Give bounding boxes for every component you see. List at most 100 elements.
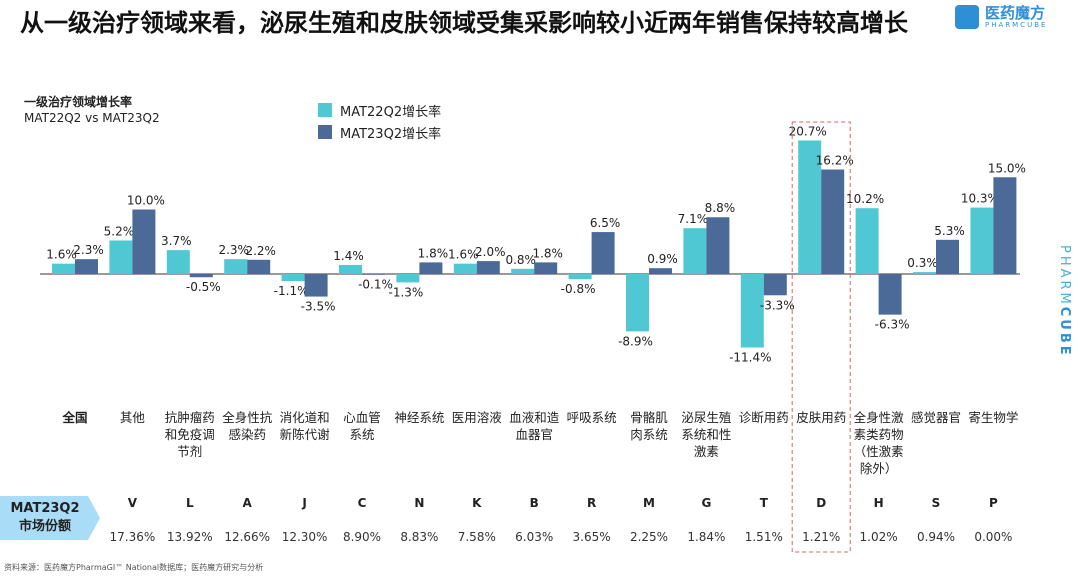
bar-1 <box>396 274 420 283</box>
atc-code: T <box>760 496 769 510</box>
logo: 医药魔方 PHARMCUBE <box>955 5 1047 29</box>
bar-2 <box>247 259 271 274</box>
category-label: 感觉器官 <box>911 410 961 425</box>
bar-2 <box>649 268 672 274</box>
legend-item-2: MAT23Q2增长率 <box>318 121 441 143</box>
market-share: 1.02% <box>860 530 898 544</box>
market-share: 0.00% <box>974 530 1012 544</box>
data-label: 5.3% <box>934 224 965 238</box>
legend-label-2: MAT23Q2增长率 <box>340 126 442 142</box>
data-label: 0.9% <box>647 252 678 266</box>
share-label-line2: 市场份额 <box>18 519 71 534</box>
cube-logo-icon <box>955 5 979 29</box>
data-label: -1.1% <box>274 284 309 298</box>
category-label: 诊断用药 <box>739 410 789 425</box>
data-label: -8.9% <box>618 334 653 348</box>
bar-2 <box>706 217 730 274</box>
bar-2 <box>132 209 156 274</box>
atc-code: N <box>414 496 424 510</box>
legend: MAT22Q2增长率 MAT23Q2增长率 <box>318 99 441 143</box>
bar-1 <box>913 272 936 274</box>
chart-subtitle: 一级治疗领域增长率 MAT22Q2 vs MAT23Q2 <box>24 94 160 126</box>
category-label: 肉系统 <box>630 427 668 442</box>
category-label: 全国 <box>61 410 87 425</box>
data-label: 2.3% <box>73 243 104 257</box>
subtitle-line2: MAT22Q2 vs MAT23Q2 <box>24 111 160 125</box>
side-brand-b: CUBE <box>1057 306 1072 358</box>
legend-swatch-1 <box>318 103 332 117</box>
data-label: 10.2% <box>846 192 884 206</box>
atc-code: R <box>587 496 596 510</box>
bar-2 <box>763 274 787 296</box>
data-label: 1.4% <box>333 249 364 263</box>
page-title: 从一级治疗领域来看，泌尿生殖和皮肤领域受集采影响较小近两年销售保持较高增长 <box>20 9 908 37</box>
market-share: 17.36% <box>110 530 156 544</box>
bar-2 <box>591 232 615 274</box>
category-label: 感染药 <box>228 427 266 442</box>
category-label: 寄生物学 <box>968 410 1018 425</box>
market-share: 8.83% <box>400 530 438 544</box>
bar-2 <box>304 274 328 297</box>
highlight-box <box>791 121 851 553</box>
bar-1 <box>109 240 133 274</box>
market-share: 12.30% <box>282 530 328 544</box>
data-label: 2.2% <box>245 244 276 258</box>
side-brand-a: PHARM <box>1057 245 1072 307</box>
market-share: 1.21% <box>802 530 840 544</box>
data-label: 1.8% <box>532 246 563 260</box>
bar-1 <box>166 250 190 274</box>
subtitle-line1: 一级治疗领域增长率 <box>24 95 133 109</box>
bar-2 <box>362 274 385 275</box>
data-label: 10.0% <box>127 194 165 208</box>
bar-1 <box>281 274 305 282</box>
bar-1 <box>683 228 707 274</box>
bar-2 <box>476 261 500 274</box>
bar-1 <box>224 259 248 274</box>
category-label: 医用溶液 <box>452 410 503 425</box>
category-label: 消化道和 <box>280 410 330 425</box>
bar-2 <box>993 177 1017 274</box>
category-label: 泌尿生殖 <box>681 410 731 425</box>
bar-1 <box>339 264 362 274</box>
atc-code: S <box>932 496 941 510</box>
category-label: 新陈代谢 <box>280 427 330 442</box>
bar-1 <box>52 263 75 274</box>
bar-2 <box>878 274 902 315</box>
category-label: 全身性激 <box>854 410 905 425</box>
data-label: 2.3% <box>218 243 249 257</box>
data-label: -0.5% <box>186 280 221 294</box>
market-share: 8.90% <box>343 530 381 544</box>
market-share: 12.66% <box>224 530 270 544</box>
category-label: 素类药物 <box>854 427 904 442</box>
atc-code: C <box>358 496 367 510</box>
logo-cn: 医药魔方 <box>985 4 1046 22</box>
data-label: 2.0% <box>475 245 506 259</box>
category-label: 系统 <box>349 427 374 442</box>
bar-1 <box>511 268 535 274</box>
atc-code: V <box>128 496 138 510</box>
legend-swatch-2 <box>318 125 332 139</box>
bar-1 <box>798 140 822 274</box>
category-label: 血液和造 <box>509 410 560 425</box>
category-label: 节剂 <box>177 444 202 459</box>
legend-label-1: MAT22Q2增长率 <box>340 104 442 120</box>
category-label: 和免疫调 <box>165 427 215 442</box>
data-label: -3.5% <box>301 300 336 314</box>
share-label-badge: MAT23Q2 市场份额 <box>0 496 100 540</box>
bar-2 <box>75 259 98 274</box>
data-label: 10.3% <box>961 192 999 206</box>
data-label: 20.7% <box>789 124 827 138</box>
category-label: 心血管 <box>343 410 381 425</box>
data-label: -11.4% <box>729 351 771 365</box>
bar-2 <box>936 239 959 274</box>
source-note: 资料来源：医药魔方PharmaGI™ National数据库；医药魔方研究与分析 <box>4 563 264 572</box>
bar-1 <box>626 274 649 332</box>
legend-item-1: MAT22Q2增长率 <box>318 99 441 121</box>
market-share: 1.84% <box>687 530 725 544</box>
atc-code: P <box>989 496 998 510</box>
category-label: 抗肿瘤药 <box>165 410 215 425</box>
bar-2 <box>821 169 845 274</box>
side-brand: PHARMCUBE <box>1057 245 1072 358</box>
data-label: 1.6% <box>448 248 479 262</box>
category-label: 血器官 <box>515 427 553 442</box>
